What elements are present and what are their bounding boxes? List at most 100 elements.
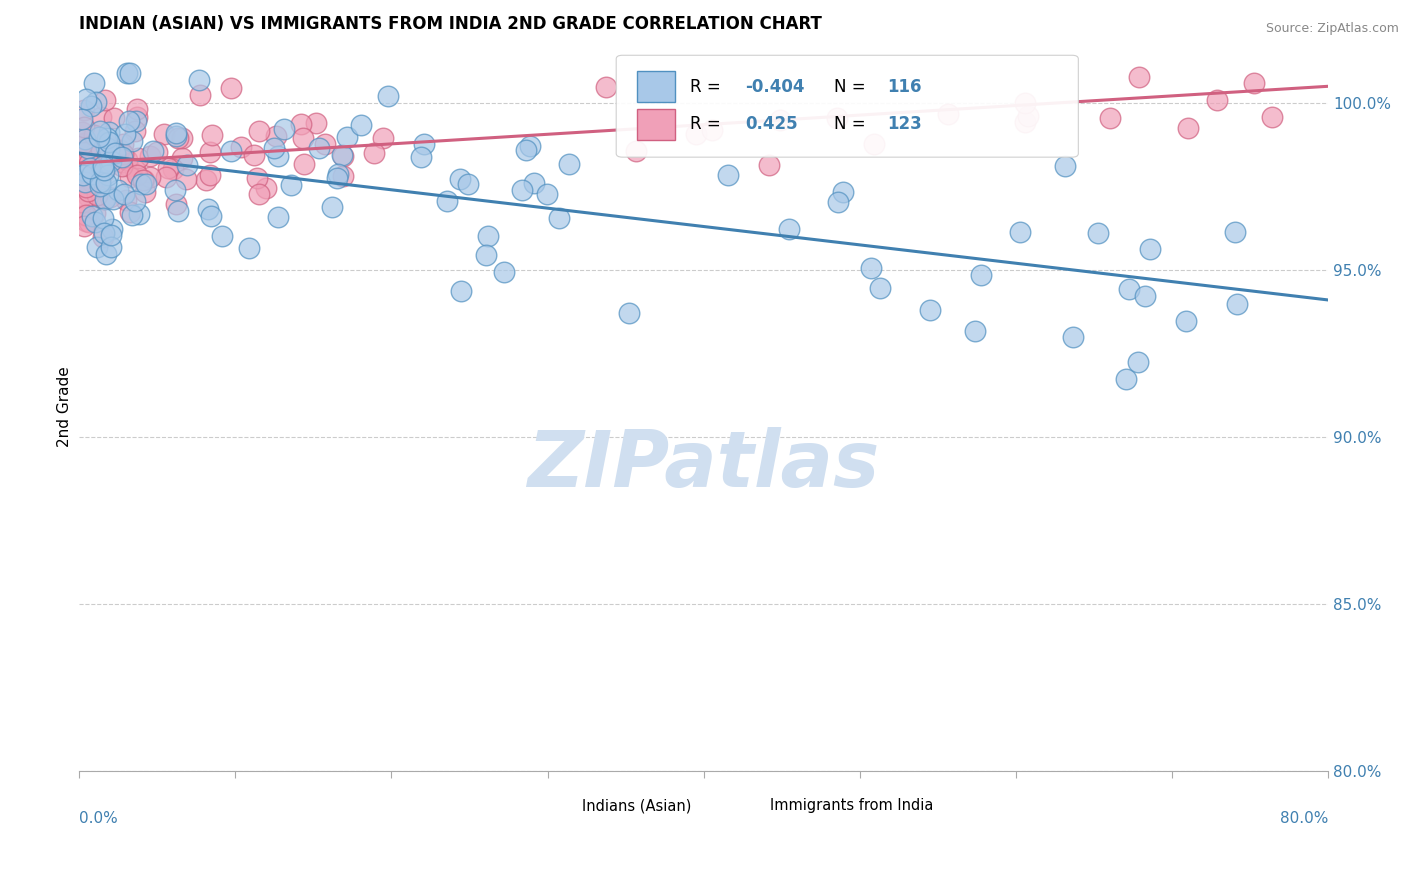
- Text: INDIAN (ASIAN) VS IMMIGRANTS FROM INDIA 2ND GRADE CORRELATION CHART: INDIAN (ASIAN) VS IMMIGRANTS FROM INDIA …: [79, 15, 823, 33]
- Point: [70, 137, 93, 152]
- Point: [156, 161, 179, 176]
- Point: [350, 118, 373, 132]
- Point: [245, 170, 267, 185]
- Point: [73, 136, 96, 151]
- Point: [758, 158, 780, 172]
- Point: [163, 183, 186, 197]
- Point: [73, 142, 96, 156]
- Text: 123: 123: [887, 115, 922, 134]
- Point: [103, 193, 125, 207]
- Point: [93, 159, 115, 173]
- Point: [510, 183, 533, 197]
- Point: [198, 168, 221, 182]
- Point: [200, 145, 222, 159]
- Point: [75, 207, 97, 221]
- Point: [93, 165, 115, 179]
- Point: [314, 137, 336, 152]
- Point: [280, 178, 302, 192]
- Point: [172, 151, 194, 165]
- Point: [1177, 121, 1199, 136]
- Point: [1126, 355, 1149, 369]
- Point: [117, 153, 139, 168]
- Point: [89, 170, 111, 185]
- Point: [1098, 111, 1121, 125]
- Point: [474, 247, 496, 261]
- Point: [76, 140, 98, 154]
- Point: [111, 160, 134, 174]
- Point: [243, 147, 266, 161]
- Point: [267, 149, 290, 163]
- Point: [1128, 70, 1150, 85]
- Point: [75, 152, 97, 166]
- Point: [938, 107, 960, 121]
- Text: 116: 116: [887, 78, 922, 95]
- Point: [98, 190, 121, 204]
- Point: [321, 200, 343, 214]
- Point: [80, 175, 103, 189]
- Point: [1261, 110, 1284, 124]
- Point: [377, 89, 399, 103]
- Point: [219, 81, 242, 95]
- Point: [70, 195, 93, 210]
- Point: [111, 137, 134, 152]
- Point: [80, 158, 103, 172]
- Point: [125, 102, 148, 116]
- Point: [263, 141, 285, 155]
- Point: [90, 142, 112, 156]
- Point: [457, 177, 479, 191]
- Point: [197, 202, 219, 216]
- Point: [70, 142, 93, 156]
- Point: [153, 128, 176, 142]
- Point: [70, 158, 93, 172]
- Point: [717, 168, 740, 182]
- Point: [125, 113, 148, 128]
- Point: [110, 150, 132, 164]
- Point: [70, 189, 93, 203]
- Point: [146, 145, 169, 159]
- Point: [167, 204, 190, 219]
- Point: [84, 145, 107, 160]
- Point: [72, 126, 94, 140]
- Point: [104, 142, 127, 156]
- Point: [73, 208, 96, 222]
- Point: [1175, 314, 1198, 328]
- Point: [176, 158, 198, 172]
- Text: Source: ZipAtlas.com: Source: ZipAtlas.com: [1265, 22, 1399, 36]
- Point: [134, 185, 156, 199]
- Point: [91, 159, 114, 173]
- Point: [1118, 282, 1140, 296]
- Point: [107, 183, 129, 197]
- Point: [89, 175, 111, 189]
- Point: [108, 143, 131, 157]
- Point: [332, 169, 354, 183]
- Point: [1223, 225, 1246, 239]
- Point: [73, 120, 96, 135]
- Point: [188, 72, 211, 87]
- Point: [139, 170, 162, 185]
- Point: [97, 168, 120, 182]
- Point: [558, 157, 581, 171]
- Point: [536, 187, 558, 202]
- Point: [117, 159, 139, 173]
- Point: [75, 214, 97, 228]
- Point: [77, 156, 100, 170]
- Point: [101, 222, 124, 236]
- Point: [174, 172, 197, 186]
- FancyBboxPatch shape: [616, 55, 1078, 157]
- Point: [519, 138, 541, 153]
- FancyBboxPatch shape: [547, 795, 575, 816]
- Point: [111, 155, 134, 169]
- Point: [412, 137, 434, 152]
- Point: [1133, 289, 1156, 303]
- Point: [124, 124, 146, 138]
- Point: [73, 155, 96, 169]
- Text: R =: R =: [690, 115, 731, 134]
- Text: R =: R =: [690, 78, 725, 95]
- Point: [920, 303, 942, 318]
- Point: [702, 122, 724, 136]
- Point: [859, 261, 882, 276]
- Point: [96, 131, 118, 145]
- Point: [104, 145, 127, 160]
- Point: [75, 92, 97, 106]
- Point: [769, 113, 792, 128]
